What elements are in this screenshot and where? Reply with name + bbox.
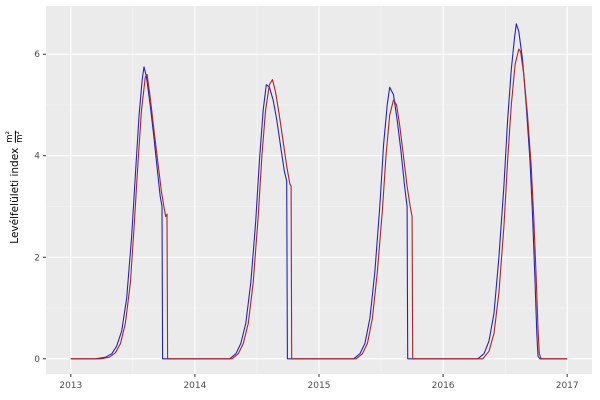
y-tick-label: 2 xyxy=(34,253,40,263)
y-tick-label: 4 xyxy=(34,152,40,162)
x-tick-label: 2015 xyxy=(308,381,331,391)
x-tick-label: 2014 xyxy=(183,381,206,391)
y-tick-label: 6 xyxy=(34,50,40,60)
y-tick-label: 0 xyxy=(34,355,40,365)
x-tick-label: 2016 xyxy=(432,381,455,391)
x-tick-label: 2017 xyxy=(556,381,579,391)
series-line-red-series xyxy=(70,48,568,360)
x-tick-label: 2013 xyxy=(59,381,82,391)
